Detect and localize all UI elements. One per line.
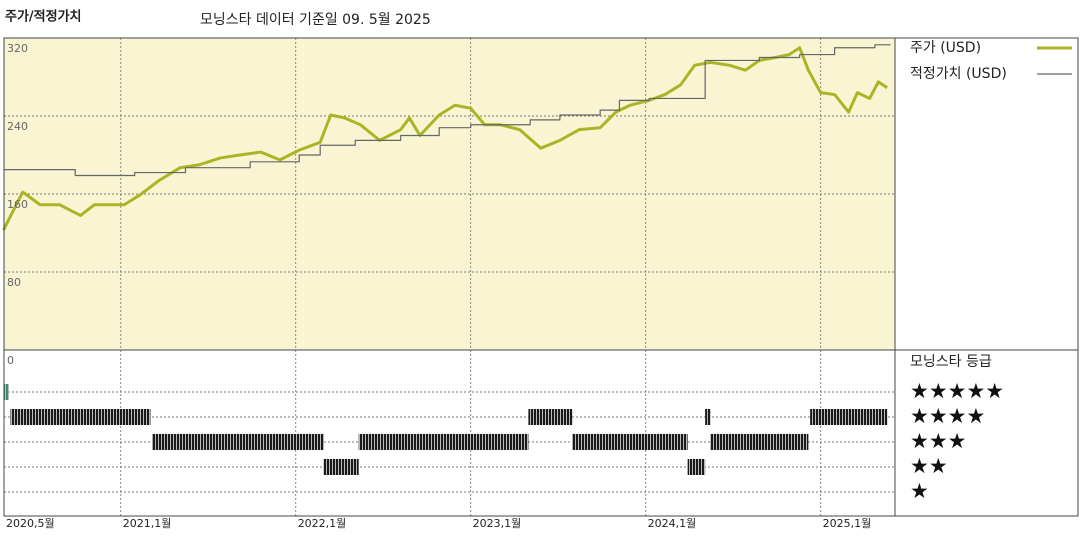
y-tick-label: 320 <box>7 42 28 55</box>
rating-label: ★ <box>910 479 929 503</box>
x-tick-label: 2021,1월 <box>123 517 172 530</box>
series-line <box>2 46 888 231</box>
rating-label: ★★★★★ <box>910 379 1004 403</box>
rating-hatch <box>358 434 529 450</box>
rating-hatch <box>152 434 324 450</box>
chart-title: 주가/적정가치 <box>5 9 82 25</box>
rating-hatch <box>528 409 573 425</box>
frame <box>3 37 1079 517</box>
rating-label: ★★★ <box>910 429 966 453</box>
x-tick-label: 2022,1월 <box>298 517 347 530</box>
legend-label: 주가 (USD) <box>910 40 981 56</box>
x-tick-label: 2023,1월 <box>473 517 522 530</box>
x-tick-label: 2025,1월 <box>823 517 872 530</box>
series-line <box>3 44 891 177</box>
rating-label: ★★★★ <box>910 404 985 428</box>
rating-title: 모닝스타 등급 <box>910 354 992 370</box>
rating-hatch <box>3 384 9 400</box>
rating-hatch <box>810 409 888 425</box>
rating-hatch <box>10 409 151 425</box>
rating-hatch <box>687 459 706 475</box>
y-tick-label: 80 <box>7 276 21 289</box>
y-tick-label: 160 <box>7 198 28 211</box>
rating-hatch <box>705 409 711 425</box>
chart-subtitle: 모닝스타 데이터 기준일 09. 5월 2025 <box>200 12 431 28</box>
x-tick-label: 2024,1월 <box>648 517 697 530</box>
y-tick-label: 240 <box>7 120 28 133</box>
y-tick-label: 0 <box>7 354 14 367</box>
x-tick-label: 2020,5월 <box>6 517 55 530</box>
rating-hatch <box>710 434 809 450</box>
rating-hatch <box>572 434 688 450</box>
legend-label: 적정가치 (USD) <box>910 66 1007 82</box>
rating-hatch <box>323 459 359 475</box>
rating-label: ★★ <box>910 454 948 478</box>
